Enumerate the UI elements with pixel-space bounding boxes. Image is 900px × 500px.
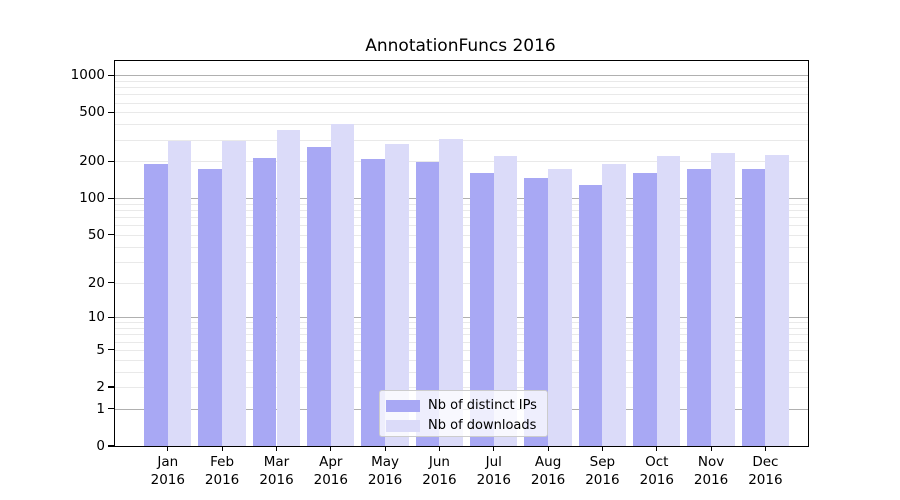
y-axis-tick-label: 10 (87, 309, 105, 326)
x-axis-tick-label: Mar 2016 (259, 454, 294, 488)
bar-nb-of-distinct-ips-jun-2016 (415, 162, 440, 446)
y-axis-tick (108, 160, 115, 162)
x-axis-tick-label: Feb 2016 (204, 454, 240, 488)
y-axis-tick (108, 316, 115, 318)
x-axis-tick (275, 446, 278, 451)
x-axis-tick (764, 446, 766, 451)
bar-nb-of-distinct-ips-mar-2016 (252, 157, 277, 446)
x-axis-tick-label: Jun 2016 (422, 454, 457, 488)
legend-swatch-downloads (386, 420, 420, 432)
x-axis-tick-label: Nov 2016 (693, 454, 729, 488)
bar-nb-of-downloads-jun-2016 (439, 138, 464, 446)
y-axis-tick-label: 5 (96, 341, 105, 358)
gridline-minor (115, 94, 808, 96)
bar-nb-of-downloads-nov-2016 (711, 153, 735, 446)
bar-nb-of-distinct-ips-nov-2016 (687, 169, 712, 446)
bar-nb-of-distinct-ips-sep-2016 (578, 184, 603, 446)
bar-nb-of-distinct-ips-apr-2016 (307, 146, 331, 446)
x-axis-tick-label: Sep 2016 (585, 454, 620, 488)
y-axis-tick-label: 100 (79, 190, 105, 207)
bar-nb-of-distinct-ips-oct-2016 (633, 172, 657, 446)
bar-nb-of-distinct-ips-aug-2016 (524, 178, 549, 446)
x-axis-tick-label: Apr 2016 (313, 454, 348, 488)
bar-nb-of-downloads-may-2016 (385, 143, 409, 446)
y-axis-tick (108, 197, 115, 199)
bar-nb-of-downloads-jul-2016 (493, 155, 518, 446)
y-axis-tick (108, 408, 115, 410)
plot-area: 0 1 2 5 10 20 50 100 200 500 1000 Jan 2016 Feb 2016 M… (71, 60, 809, 488)
x-axis-tick-label: Jan 2016 (150, 454, 185, 488)
y-axis-tick (108, 111, 115, 113)
legend-item-downloads: Nb of downloads (386, 418, 547, 434)
legend-item-distinct-ips: Nb of distinct IPs (386, 398, 547, 414)
x-axis-tick (167, 446, 169, 451)
legend-label-downloads: Nb of downloads (428, 418, 537, 433)
bar-nb-of-distinct-ips-jul-2016 (470, 172, 494, 446)
y-axis-tick (108, 234, 115, 236)
x-axis-tick-label: May 2016 (367, 454, 403, 488)
y-axis-tick (108, 74, 115, 76)
x-axis-tick (384, 446, 386, 451)
x-axis-tick (221, 446, 223, 451)
y-axis-tick (108, 281, 115, 284)
chart-title: AnnotationFuncs 2016 (365, 36, 556, 56)
y-axis-tick-label: 1 (96, 400, 105, 417)
x-axis-tick (330, 446, 332, 451)
x-axis-tick-label: Oct 2016 (639, 454, 674, 488)
x-axis-tick (601, 446, 603, 451)
bar-nb-of-distinct-ips-feb-2016 (198, 169, 223, 446)
y-axis-tick-label: 50 (87, 226, 105, 243)
bar-nb-of-downloads-feb-2016 (222, 141, 246, 446)
gridline-minor (115, 112, 808, 114)
gridline-minor (115, 80, 808, 82)
gridline-minor (115, 124, 808, 126)
y-axis-tick (108, 445, 115, 447)
x-axis-tick (547, 446, 549, 451)
y-axis-tick-label: 1000 (70, 67, 105, 84)
bar-nb-of-downloads-sep-2016 (602, 164, 627, 446)
legend-label-distinct-ips: Nb of distinct IPs (428, 398, 537, 413)
bar-nb-of-downloads-aug-2016 (548, 169, 572, 446)
legend-swatch-distinct-ips (386, 400, 420, 412)
bar-nb-of-downloads-dec-2016 (765, 155, 790, 446)
bar-nb-of-distinct-ips-jan-2016 (144, 163, 168, 446)
y-axis-tick-label: 0 (96, 438, 105, 454)
y-axis-tick (108, 386, 115, 388)
bar-nb-of-distinct-ips-may-2016 (361, 159, 386, 446)
bar-nb-of-downloads-oct-2016 (656, 156, 681, 446)
x-axis-tick (656, 446, 658, 451)
legend: Nb of distinct IPs Nb of downloads (379, 390, 548, 437)
bar-nb-of-downloads-mar-2016 (276, 130, 301, 446)
x-axis-tick (493, 446, 495, 451)
gridline-minor (115, 102, 808, 104)
x-axis-tick-label: Jul 2016 (476, 454, 511, 488)
y-axis-tick-label: 20 (87, 274, 105, 291)
x-axis-tick-label: Aug 2016 (530, 454, 566, 488)
y-axis-tick (108, 349, 115, 351)
bar-nb-of-downloads-apr-2016 (330, 124, 355, 446)
gridline-major (115, 75, 808, 77)
y-axis-tick-label: 2 (96, 379, 105, 395)
y-axis-tick-label: 200 (79, 153, 105, 170)
x-axis-tick (438, 446, 440, 451)
bar-nb-of-downloads-jan-2016 (167, 140, 192, 446)
gridline-minor (115, 87, 808, 88)
bar-nb-of-distinct-ips-dec-2016 (741, 169, 766, 446)
x-axis-tick-label: Dec 2016 (748, 454, 783, 488)
y-axis-tick-label: 500 (79, 104, 105, 121)
x-axis-tick (710, 446, 712, 451)
